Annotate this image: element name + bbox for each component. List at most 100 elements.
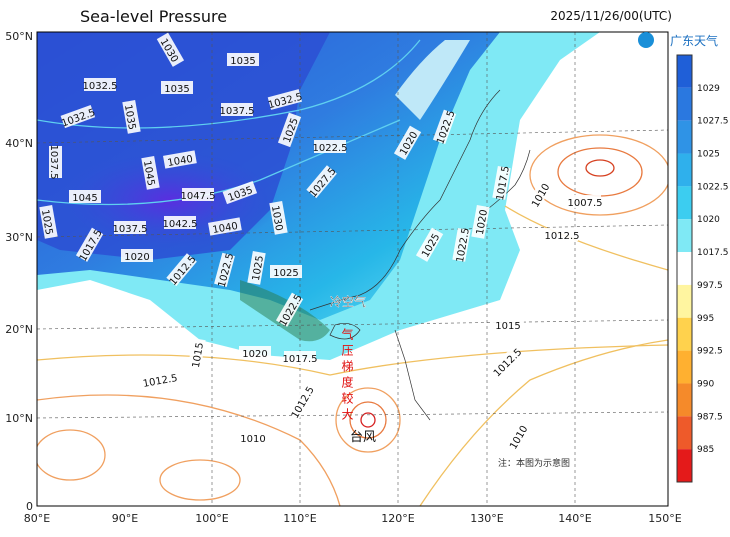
lat-label: 10°N [5,412,33,425]
logo: 广东天气 [670,33,718,48]
cold-air-label: 冷空气 [330,294,366,309]
contour-label-group: 1025 [270,265,302,279]
contour-label-group: 1037.5 [113,221,148,235]
contour-label-bg [239,346,271,359]
lon-label: 100°E [195,512,228,525]
contour-label-bg [314,140,346,153]
colorbar-label: 1022.5 [697,182,729,192]
contour-label-bg [121,249,153,262]
contour-label-bg [75,227,104,262]
colorbar-swatch [677,350,692,384]
contour-label-bg [452,228,471,262]
colorbar-swatch [677,87,692,121]
contour-label-bg [214,252,235,288]
contour-label-bg [221,103,253,116]
contour-label-group: 1047.5 [181,188,216,202]
map-frame [36,31,669,507]
contour-label-bg [208,217,242,236]
timestamp: 2025/11/26/00(UTC) [550,9,672,23]
coastlines [309,89,531,421]
contour-label: 1042.5 [163,219,198,230]
contour-label: 1037.5 [113,224,148,235]
contour-label: 1047.5 [181,191,216,202]
lat-label: 20°N [5,323,33,336]
contour-label-group: 1017.5 [283,351,318,365]
contour-label-bg [166,253,197,287]
lat-label: 30°N [5,231,33,244]
contour-label-bg [84,78,116,91]
colorbar-label: 985 [697,445,714,455]
contour-label: 1025 [39,209,54,236]
contour-label-group: 1025 [247,251,266,285]
contour-label-bg [503,419,532,454]
contour-label-bg [143,370,177,389]
note: 注：本图为示意图 [498,457,570,469]
contour-label-group: 1045 [69,190,101,204]
axis-labels: 50°N 40°N 30°N 20°N 10°N 080°E 90°E 100°E 110°E 1… [5,30,682,525]
contour-label-bg [39,205,58,239]
contour-label-group: 1025 [39,205,58,239]
contour-label: 1010 [240,434,265,445]
contour-label-group: 1040 [208,217,242,236]
contour-label: 1035 [230,56,255,67]
contour-label-bg [164,216,196,229]
contour-label-bg [227,53,259,66]
contour-label: 1007.5 [568,198,603,209]
contour-label: 1015 [191,342,206,369]
contour-label-bg [161,81,193,94]
colorbar-label: 1020 [697,215,720,225]
contour-label-bg [114,221,146,234]
contour-label-group: 1020 [121,249,153,263]
contour-label-bg [182,188,214,201]
gradient-label: 气压梯度较大 [340,327,354,424]
contour-label: 1020 [124,252,149,263]
colorbar-swatch [677,416,692,450]
lon-label: 140°E [558,512,591,525]
colorbar-label: 1027.5 [697,117,729,127]
contour-label: 1012.5 [545,231,580,242]
contour-label-group: 1032.5 [83,78,118,92]
contour-label-bg [267,89,303,110]
contour-label-group: 1035 [227,53,259,67]
contour-label-bg [546,228,578,241]
contour-label-bg [187,338,206,372]
contour-label: 1017.5 [283,354,318,365]
contour-label-bg [415,227,444,262]
contour-label-bg [492,318,524,331]
contour-label-bg [306,165,337,199]
contour-label-bg [269,201,288,235]
contour-label-bg [569,195,601,208]
colorbar-label: 992.5 [697,347,723,357]
colorbar-label: 995 [697,314,714,324]
colorbar-swatch [677,317,692,351]
contour-label-bg [275,292,304,327]
contour-label-bg [222,180,258,205]
contour-label: 1015 [495,321,520,332]
contour-label-group: 1035 [122,100,141,134]
contour-label: 1035 [164,84,189,95]
contour-label-bg [49,146,62,178]
logo-icon [638,32,654,48]
colorbar-swatch [677,252,692,285]
contour-label: 1045 [141,160,156,187]
contour-label-bg [471,205,490,239]
contour-label: 1025 [251,255,266,282]
contour-label-bg [277,112,302,148]
contour-label-bg [156,32,185,67]
lon-label: 150°E [648,512,681,525]
colorbar-swatch [677,383,692,417]
contour-label-bg [525,177,554,212]
colorbar: 1029 1027.5 1025 1022.5 1020 1017.5 997.5 995 99… [676,54,729,483]
lon-label: 90°E [112,512,138,525]
contour-label-group: 1045 [141,156,160,190]
colorbar-swatch [677,449,692,482]
contour-label-group: 1037.5 [220,103,255,117]
contour-label: 1045 [72,193,97,204]
contour-label-group: 1037.5 [48,145,62,180]
lat-label: 0 [26,500,33,513]
contour-label-bg [247,251,266,285]
contour-label-group: 1007.5 [568,195,603,209]
colorbar-label: 997.5 [697,281,723,291]
contour-label-group: 1015 [187,338,206,372]
